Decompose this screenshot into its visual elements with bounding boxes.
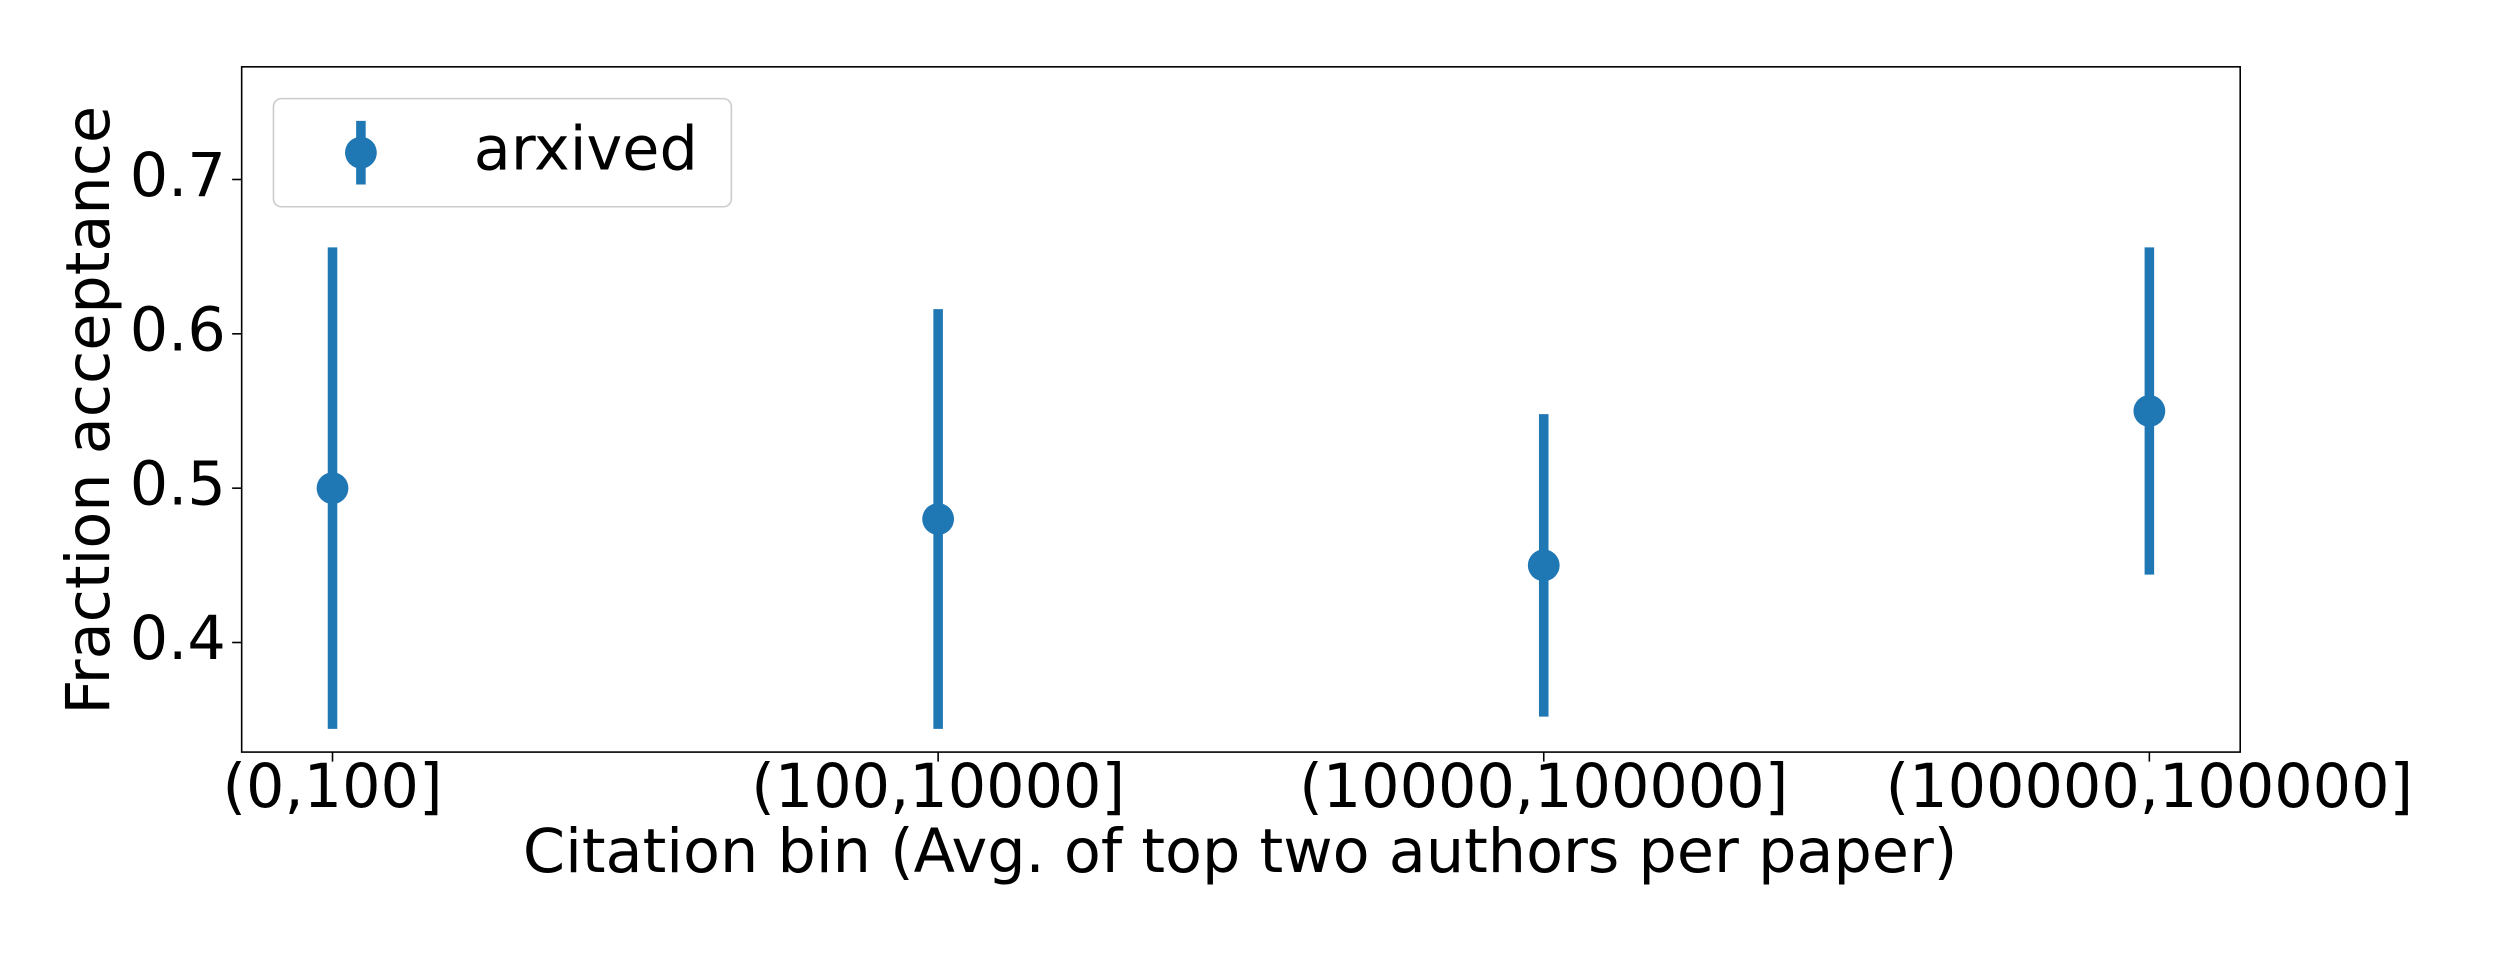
- y-tick-label: 0.6: [130, 295, 226, 365]
- point: [1527, 549, 1560, 582]
- legend-marker: [345, 136, 377, 169]
- x-tick-label: (100,10000]: [751, 752, 1125, 822]
- point: [316, 472, 349, 505]
- x-axis-label: Citation bin (Avg. of top two authors pe…: [523, 817, 1957, 887]
- y-tick-label: 0.7: [130, 141, 226, 211]
- point: [2133, 395, 2166, 427]
- x-tick-label: (0,100]: [222, 752, 442, 822]
- x-tick-label: (100000,100000]: [1886, 752, 2414, 822]
- point: [922, 503, 955, 535]
- legend-label: arxived: [474, 114, 698, 184]
- y-tick-label: 0.5: [130, 450, 226, 520]
- y-axis-label: Fraction acceptance: [54, 106, 124, 715]
- x-tick-label: (10000,100000]: [1299, 752, 1788, 822]
- plot-frame: [240, 66, 2241, 753]
- legend-box: [272, 97, 733, 208]
- y-tick-label: 0.4: [130, 604, 226, 674]
